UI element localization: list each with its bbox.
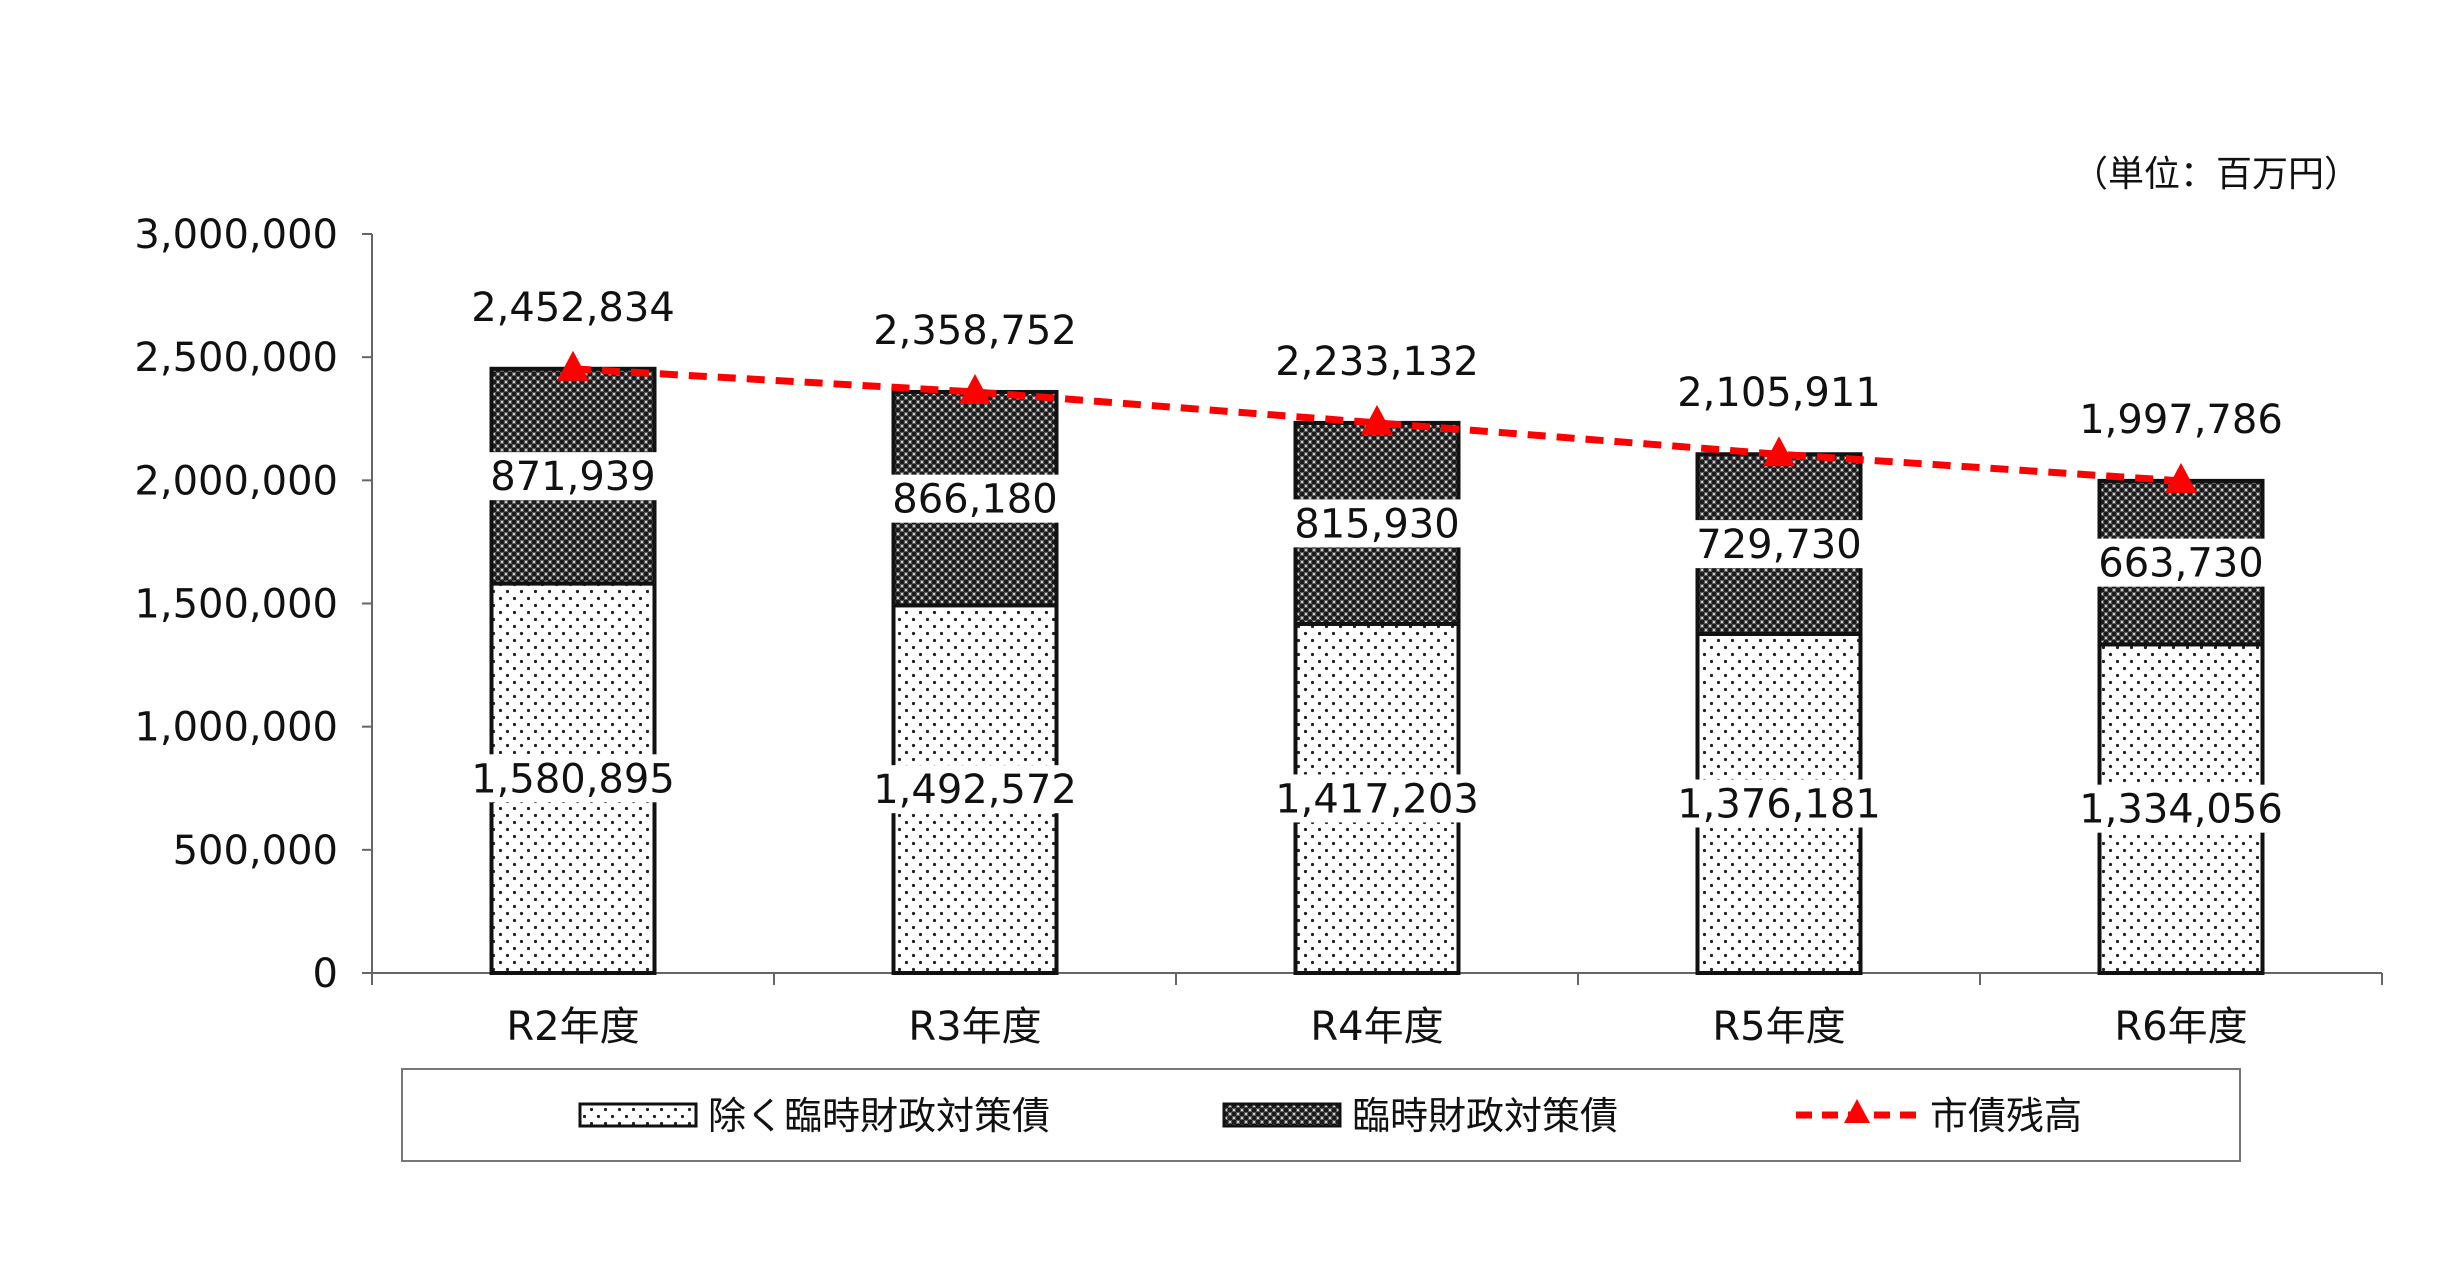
y-tick-label: 0 [313,951,338,997]
data-label-bg [865,765,1085,814]
data-label-temp-bond: 866,180 [892,477,1057,523]
data-label-total: 2,452,834 [471,285,675,331]
data-label-excluding-temp: 1,376,181 [1677,782,1881,828]
total-marker [1763,436,1795,467]
total-marker [1361,404,1393,435]
bars [489,366,2265,976]
data-label-excluding-temp: 1,492,572 [873,767,1077,813]
legend-label-temp-bond: 臨時財政対策債 [1352,1094,1618,1138]
data-label-bg [463,754,683,803]
total-marker [557,350,589,381]
x-tick-label: R6年度 [2114,1004,2247,1050]
data-label-bg [1669,779,1889,828]
data-label-temp-bond: 815,930 [1294,501,1459,547]
data-label-bg [1267,774,1487,823]
data-labels: 1,580,895 871,939 1,492,572 866,180 1,417,20… [463,452,2291,833]
legend-label-excluding-temp: 除く臨時財政対策債 [708,1094,1050,1138]
y-tick-label: 2,500,000 [134,335,338,381]
data-label-bg [2089,538,2273,587]
data-label-bg [1285,499,1469,548]
data-label-excluding-temp: 1,334,056 [2079,787,2283,833]
data-label-temp-bond: 663,730 [2098,541,2263,587]
y-tick-label: 500,000 [173,828,338,874]
data-label-excluding-temp: 1,580,895 [471,756,675,802]
total-line [572,365,2182,485]
data-label-bg [481,452,665,501]
legend-label-total: 市債残高 [1930,1094,2082,1138]
y-tick-label: 1,500,000 [134,582,338,628]
total-marker [2165,462,2197,493]
x-tick-label: R2年度 [506,1004,639,1050]
data-label-temp-bond: 871,939 [490,454,655,500]
legend: 除く臨時財政対策債 臨時財政対策債 市債残高 [401,1068,2241,1162]
x-tick-label: R4年度 [1310,1004,1443,1050]
y-tick-label: 3,000,000 [134,212,338,258]
data-label-total: 2,358,752 [873,308,1077,354]
data-label-bg [2071,784,2291,833]
x-tick-label: R3年度 [908,1004,1041,1050]
total-marker [959,373,991,404]
legend-swatch-temp-bond [1222,1102,1342,1128]
y-tick-label: 2,000,000 [134,458,338,504]
legend-swatch-total-marker [1844,1099,1870,1123]
total-line-series: 2,452,834 2,358,752 2,233,132 2,105,911 1,99… [471,285,2283,493]
data-label-total: 2,233,132 [1275,339,1479,385]
legend-swatch-excluding-temp [578,1102,698,1128]
data-label-bg [883,474,1067,523]
data-label-total: 1,997,786 [2079,397,2283,443]
y-tick-label: 1,000,000 [134,705,338,751]
x-tick-label: R5年度 [1712,1004,1845,1050]
data-label-bg [1687,520,1871,569]
axes: 0 500,000 1,000,000 1,500,000 2,000,000 2,500… [134,212,2383,1050]
data-label-excluding-temp: 1,417,203 [1275,776,1479,822]
data-label-total: 2,105,911 [1677,370,1881,416]
unit-label: （単位：百万円） [2072,154,2360,195]
data-label-temp-bond: 729,730 [1696,522,1861,568]
